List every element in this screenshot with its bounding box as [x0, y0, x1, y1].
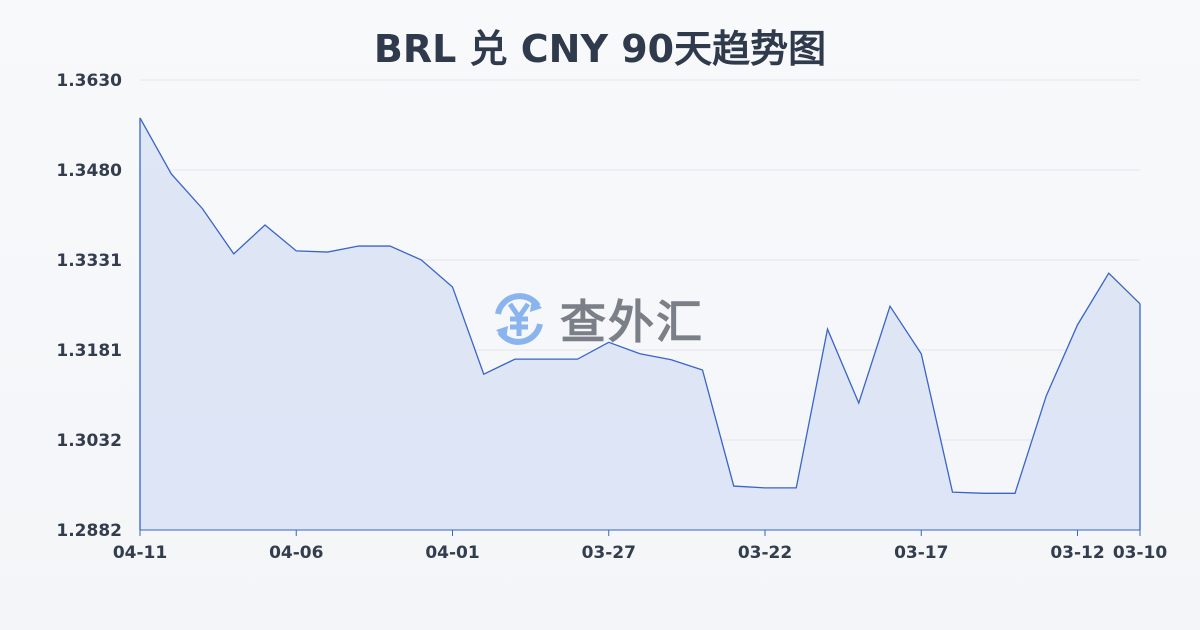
- x-tick-label: 03-10: [1113, 543, 1168, 563]
- area-fill: [140, 117, 1140, 531]
- x-tick-label: 04-06: [269, 543, 323, 563]
- x-tick-label: 04-11: [113, 543, 167, 563]
- chart-title: BRL 兑 CNY 90天趋势图: [373, 27, 827, 71]
- y-tick-label: 1.3032: [56, 431, 122, 451]
- y-tick-label: 1.3331: [56, 251, 122, 271]
- x-tick-label: 03-27: [582, 543, 636, 563]
- y-tick-label: 1.2882: [56, 521, 122, 541]
- x-tick-label: 03-17: [894, 543, 948, 563]
- watermark-text: 查外汇: [560, 295, 704, 349]
- y-tick-label: 1.3480: [56, 161, 122, 181]
- y-tick-label: 1.3630: [56, 71, 122, 91]
- x-tick-label: 04-01: [425, 543, 479, 563]
- y-tick-label: 1.3181: [56, 341, 122, 361]
- yen-exchange-icon: [495, 293, 543, 345]
- x-tick-label: 03-12: [1050, 543, 1104, 563]
- x-tick-label: 03-22: [738, 543, 792, 563]
- watermark: 查外汇: [488, 286, 704, 352]
